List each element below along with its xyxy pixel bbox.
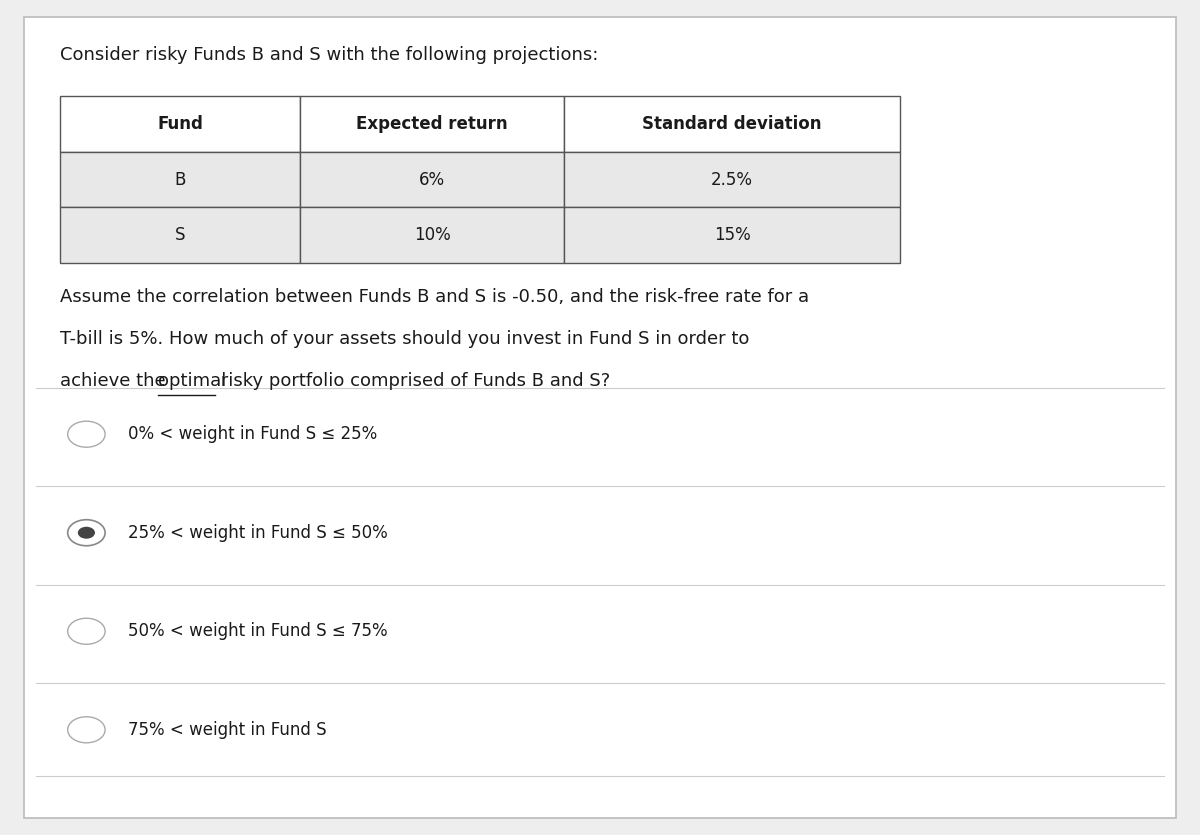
Bar <box>60 207 300 263</box>
Text: B: B <box>174 170 186 189</box>
Text: 6%: 6% <box>419 170 445 189</box>
Bar <box>300 96 564 152</box>
Text: achieve the: achieve the <box>60 372 172 390</box>
Text: 25% < weight in Fund S ≤ 50%: 25% < weight in Fund S ≤ 50% <box>128 524 388 542</box>
Circle shape <box>67 421 106 448</box>
Bar <box>60 96 300 152</box>
Text: 50% < weight in Fund S ≤ 75%: 50% < weight in Fund S ≤ 75% <box>128 622 388 640</box>
Circle shape <box>67 716 106 743</box>
Text: S: S <box>175 226 185 244</box>
Text: risky portfolio comprised of Funds B and S?: risky portfolio comprised of Funds B and… <box>215 372 611 390</box>
Text: Assume the correlation between Funds B and S is -0.50, and the risk-free rate fo: Assume the correlation between Funds B a… <box>60 288 809 306</box>
Bar <box>60 152 300 207</box>
Text: 75% < weight in Fund S: 75% < weight in Fund S <box>128 721 328 739</box>
Text: 15%: 15% <box>714 226 750 244</box>
Text: optimal: optimal <box>158 372 227 390</box>
Circle shape <box>78 527 95 539</box>
Bar <box>564 96 900 152</box>
Text: Consider risky Funds B and S with the following projections:: Consider risky Funds B and S with the fo… <box>60 46 599 64</box>
FancyBboxPatch shape <box>24 17 1176 818</box>
Bar <box>564 207 900 263</box>
Text: Expected return: Expected return <box>356 115 508 133</box>
Text: 2.5%: 2.5% <box>710 170 754 189</box>
Bar <box>564 152 900 207</box>
Text: 0% < weight in Fund S ≤ 25%: 0% < weight in Fund S ≤ 25% <box>128 425 378 443</box>
Bar <box>300 152 564 207</box>
Text: T-bill is 5%. How much of your assets should you invest in Fund S in order to: T-bill is 5%. How much of your assets sh… <box>60 330 749 348</box>
Text: Standard deviation: Standard deviation <box>642 115 822 133</box>
Text: 10%: 10% <box>414 226 450 244</box>
Text: Fund: Fund <box>157 115 203 133</box>
Bar <box>300 207 564 263</box>
Circle shape <box>67 618 106 645</box>
Circle shape <box>67 519 106 546</box>
